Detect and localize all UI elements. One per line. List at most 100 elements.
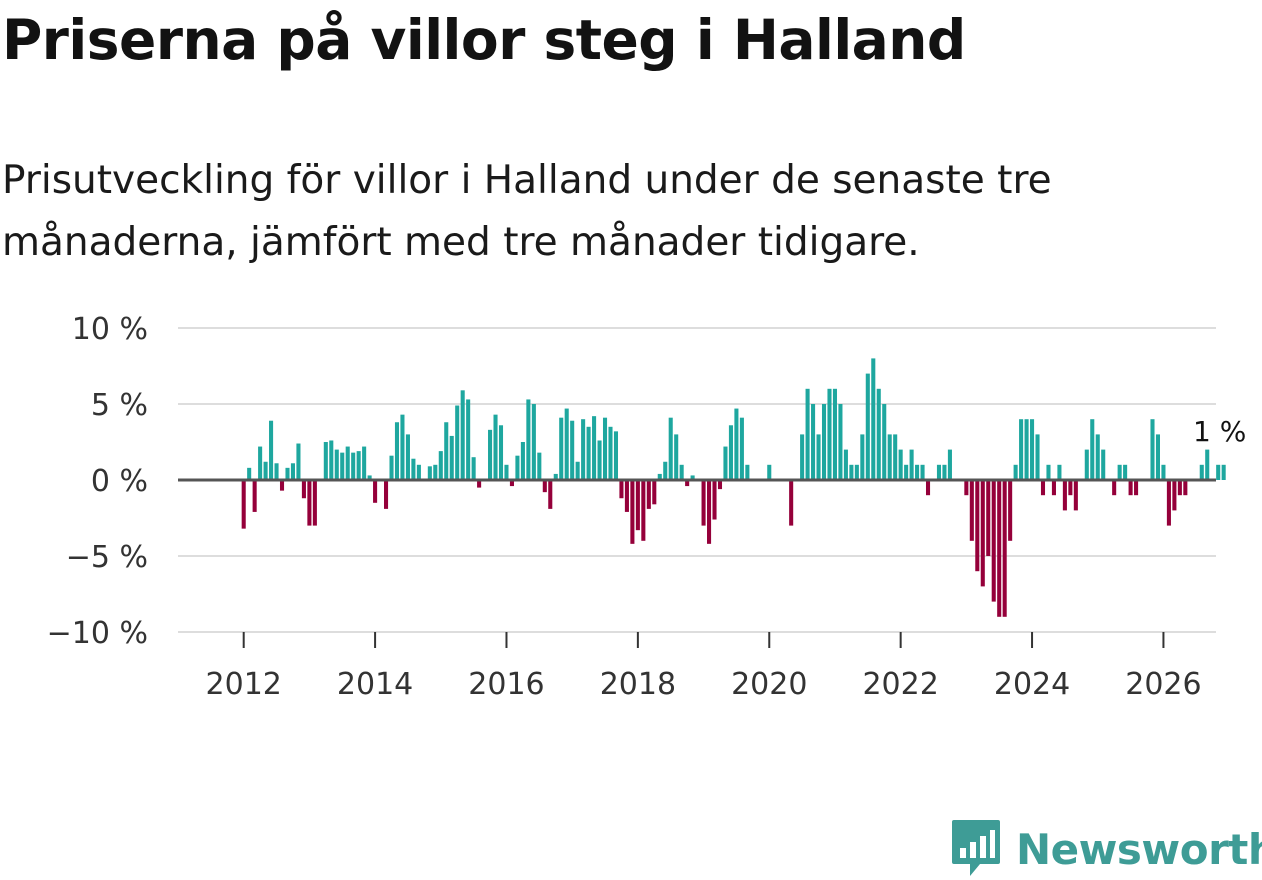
bar xyxy=(269,420,274,480)
last-value-annotation: 1 % xyxy=(1193,415,1246,448)
bar xyxy=(1199,464,1204,480)
bar xyxy=(1013,464,1018,480)
bar xyxy=(1112,480,1117,496)
bar xyxy=(882,404,887,480)
newsworthy-logo-icon xyxy=(952,820,1000,876)
bar xyxy=(373,480,378,503)
bar xyxy=(1046,464,1051,480)
bar xyxy=(925,480,931,496)
bar xyxy=(362,446,367,480)
bar xyxy=(619,480,624,499)
bar xyxy=(630,480,635,544)
bar xyxy=(1095,434,1100,480)
bar xyxy=(1073,480,1078,511)
bar xyxy=(657,473,662,480)
bar xyxy=(351,452,356,480)
bar xyxy=(1161,464,1166,480)
chart-subtitle: Prisutveckling för villor i Halland unde… xyxy=(2,158,1052,265)
bar xyxy=(1040,480,1046,496)
bar xyxy=(411,458,416,480)
bar xyxy=(986,480,991,556)
bar xyxy=(1035,434,1040,480)
bar xyxy=(575,461,580,480)
newsworthy-logo[interactable]: Newsworthy xyxy=(950,818,1262,880)
x-tick-label: 2024 xyxy=(994,667,1070,702)
bar xyxy=(997,480,1002,617)
bar xyxy=(652,480,657,505)
bar xyxy=(564,408,569,480)
bar xyxy=(789,480,794,526)
bar xyxy=(728,425,733,480)
bar xyxy=(526,399,531,480)
bar xyxy=(405,434,410,480)
bar xyxy=(1002,480,1007,617)
bar xyxy=(1090,419,1095,480)
bar xyxy=(1134,480,1139,496)
bar xyxy=(471,457,476,480)
bar xyxy=(602,417,608,480)
bar xyxy=(898,449,903,480)
y-tick-label: 5 % xyxy=(91,388,148,423)
bar xyxy=(449,435,454,480)
bars xyxy=(241,358,1226,617)
bar xyxy=(936,464,942,480)
bar xyxy=(860,434,865,480)
bar xyxy=(1024,419,1029,480)
bar xyxy=(258,446,263,480)
bar xyxy=(312,480,317,526)
bar xyxy=(1062,480,1067,511)
bar xyxy=(247,467,252,480)
bar xyxy=(668,417,673,480)
bar xyxy=(805,388,810,480)
bar xyxy=(345,446,350,480)
bar xyxy=(811,404,816,480)
bar xyxy=(712,480,717,520)
bar xyxy=(433,464,438,480)
bar xyxy=(290,463,295,480)
bar xyxy=(559,417,564,480)
bar xyxy=(707,480,712,544)
bar xyxy=(438,451,443,480)
bar xyxy=(838,404,843,480)
bar xyxy=(701,480,706,526)
bar xyxy=(723,446,728,480)
bar xyxy=(1166,480,1171,526)
bar xyxy=(1216,464,1221,480)
bar xyxy=(745,464,750,480)
bar xyxy=(285,467,290,480)
bar xyxy=(685,480,690,487)
bar xyxy=(537,452,542,480)
x-axis xyxy=(178,478,1216,648)
bar xyxy=(767,464,772,480)
bar xyxy=(416,464,421,480)
bar xyxy=(904,464,909,480)
bar xyxy=(980,480,985,587)
bar xyxy=(488,429,493,480)
bar xyxy=(542,480,547,493)
bar xyxy=(613,431,619,480)
bar xyxy=(635,480,640,531)
bar xyxy=(942,464,947,480)
axis-labels: 10 % 5 % 0 % −5 % −10 % 2012 2014 2016 2018 2020 2… xyxy=(47,312,1247,702)
bar xyxy=(1008,480,1013,541)
bar xyxy=(460,390,465,480)
bar xyxy=(367,475,372,480)
bar xyxy=(1030,419,1035,480)
bar xyxy=(849,464,854,480)
bar xyxy=(646,480,651,509)
bar xyxy=(323,442,328,480)
y-tick-label: 10 % xyxy=(72,312,148,347)
bar xyxy=(679,464,684,480)
newsworthy-logo-text: Newsworthy xyxy=(1016,824,1262,874)
x-tick-label: 2026 xyxy=(1125,667,1201,702)
bar xyxy=(334,449,339,480)
bar xyxy=(1128,480,1133,496)
bar xyxy=(865,373,870,480)
bar xyxy=(586,426,591,480)
bar xyxy=(252,480,257,512)
x-tick-label: 2022 xyxy=(862,667,938,702)
x-tick-label: 2016 xyxy=(468,667,544,702)
bar xyxy=(969,480,974,541)
bar xyxy=(854,464,859,480)
bar xyxy=(1101,449,1106,480)
